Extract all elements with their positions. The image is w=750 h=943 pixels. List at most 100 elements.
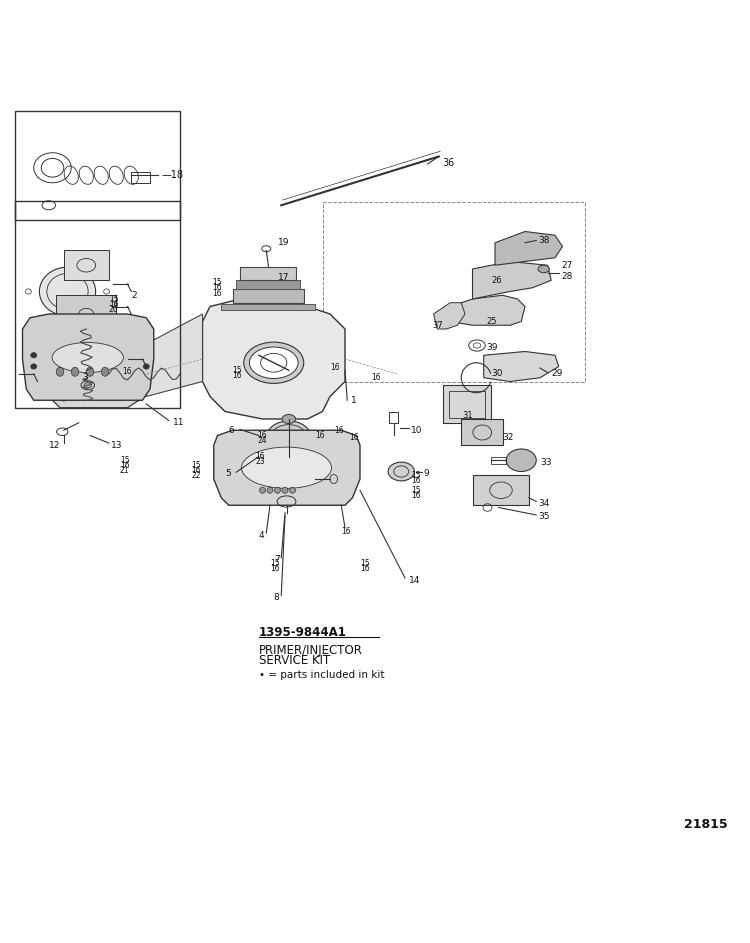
Text: 16: 16 [334,425,344,435]
Text: 39: 39 [486,343,497,353]
Ellipse shape [282,488,288,493]
Polygon shape [495,231,562,265]
Text: 13: 13 [111,440,122,450]
Polygon shape [433,303,465,329]
Text: 12: 12 [49,440,60,450]
Polygon shape [484,352,559,382]
Text: 3: 3 [82,373,88,382]
Text: 16: 16 [315,431,325,440]
Text: 10: 10 [411,425,422,435]
Bar [15,111,180,221]
Text: 2: 2 [131,290,136,300]
Text: 14: 14 [409,576,420,585]
Bar [322,202,585,382]
Text: 16: 16 [122,367,132,376]
Text: 27: 27 [561,261,572,270]
Text: 15: 15 [270,558,280,568]
Text: 5: 5 [225,470,231,478]
Bar [240,267,296,280]
Ellipse shape [143,364,149,369]
Text: 6: 6 [229,425,235,435]
Bar [131,172,150,183]
Bar [56,295,116,314]
Text: 16: 16 [411,491,421,500]
Text: 15: 15 [120,455,130,465]
Bar [472,475,529,505]
Ellipse shape [260,488,266,493]
Text: 4: 4 [259,531,264,539]
Text: —18: —18 [161,171,183,180]
Text: 22: 22 [191,472,201,481]
Text: 16: 16 [349,433,358,442]
Text: 15: 15 [191,461,201,470]
Ellipse shape [538,265,549,273]
Bar [461,419,503,445]
Bar [232,290,304,303]
Bar [491,456,506,464]
Text: 35: 35 [538,512,550,521]
Text: 11: 11 [172,419,184,427]
Ellipse shape [101,367,109,376]
Text: 25: 25 [486,317,496,326]
Text: 15: 15 [212,278,222,287]
Text: PRIMER/INJECTOR: PRIMER/INJECTOR [259,644,363,657]
Text: 16: 16 [270,564,280,572]
Ellipse shape [249,347,298,378]
Text: 37: 37 [433,321,443,330]
Text: 38: 38 [538,236,550,245]
Ellipse shape [282,415,296,423]
Ellipse shape [274,488,280,493]
Text: 16: 16 [341,527,351,536]
Ellipse shape [266,421,311,455]
Ellipse shape [31,353,37,358]
Polygon shape [22,314,154,400]
Bar [221,305,315,310]
Text: 15: 15 [360,558,370,568]
Text: 16: 16 [330,363,340,372]
Text: 1395-9844A1: 1395-9844A1 [259,626,347,639]
Text: 1: 1 [351,396,357,405]
Text: 16: 16 [120,461,130,470]
Text: 15: 15 [411,471,421,480]
Text: 16: 16 [109,300,118,308]
Bar [64,250,109,280]
Ellipse shape [242,447,332,488]
Text: 7: 7 [274,555,280,565]
Ellipse shape [506,449,536,472]
Text: 17: 17 [278,273,289,283]
Text: 16: 16 [360,564,370,572]
Text: 8: 8 [274,593,280,602]
Text: 30: 30 [491,370,502,378]
Polygon shape [214,430,360,505]
Bar [389,411,398,422]
Text: 16: 16 [191,466,201,475]
Text: 32: 32 [503,433,514,442]
Ellipse shape [244,342,304,384]
Text: 33: 33 [540,458,551,467]
Ellipse shape [86,367,94,376]
Text: 16: 16 [411,476,421,485]
Text: 15: 15 [109,294,118,304]
Text: 29: 29 [551,370,562,378]
Polygon shape [49,337,146,407]
Polygon shape [202,299,345,419]
Text: 16: 16 [257,431,267,440]
Text: 15: 15 [232,366,242,374]
Ellipse shape [290,488,296,493]
Bar [448,391,484,418]
Text: 16: 16 [212,283,222,292]
Polygon shape [450,295,525,325]
Bar [15,202,180,407]
Text: 21815: 21815 [684,819,728,832]
Ellipse shape [84,383,92,388]
Ellipse shape [52,342,123,372]
Text: 15: 15 [411,486,421,495]
Text: 16: 16 [212,289,222,297]
Text: SERVICE KIT: SERVICE KIT [259,654,330,667]
Ellipse shape [39,267,96,316]
Text: 19: 19 [278,239,289,247]
Text: 31: 31 [463,411,473,420]
Text: 9: 9 [424,470,430,478]
Text: • = parts included in kit: • = parts included in kit [259,670,384,681]
Text: 16: 16 [371,373,381,382]
